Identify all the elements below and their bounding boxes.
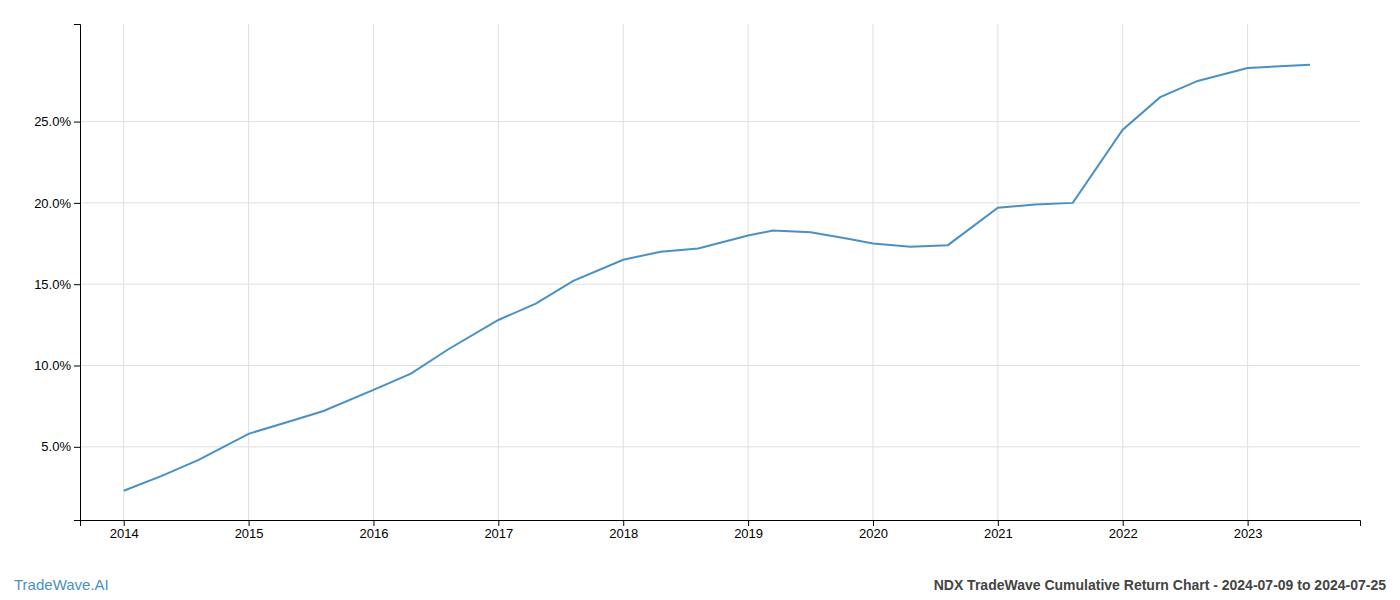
tick-mark: [74, 366, 80, 367]
x-axis: 2014 2015 2016 2017 2018 2019 2020 2021 2022 2023: [81, 520, 1361, 541]
tick-label: 20.0%: [34, 196, 71, 211]
grid-line-y: [80, 202, 1360, 203]
tick-mark: [124, 520, 125, 526]
annotation: TradeWave.AI: [14, 576, 109, 593]
grid-line-y: [80, 284, 1360, 285]
tick-label: 2015: [235, 526, 264, 541]
grid-line-x: [872, 24, 873, 520]
tick-label: 2022: [1109, 526, 1138, 541]
plot: 2014 2015 2016 2017 2018 2019 2020 2021 2022 2023…: [34, 24, 1360, 541]
tick-mark: [249, 520, 250, 526]
tick-mark: [998, 520, 999, 526]
tick: 2014: [110, 520, 139, 541]
tick-mark: [74, 122, 80, 123]
tick-label: 15.0%: [34, 277, 71, 292]
chart: 2014 2015 2016 2017 2018 2019 2020 2021 2022 2023…: [0, 0, 1400, 600]
tick-mark: [748, 520, 749, 526]
tick-label: 2023: [1234, 526, 1263, 541]
tick: 2023: [1234, 520, 1263, 541]
tick-label: 25.0%: [34, 114, 71, 129]
tick: 2020: [859, 520, 888, 541]
grid-line-x: [498, 24, 499, 520]
grid-line-x: [373, 24, 374, 520]
tick-label: 2016: [360, 526, 389, 541]
tick-mark: [74, 447, 80, 448]
grid-line-y: [80, 121, 1360, 122]
tick-label: 2017: [484, 526, 513, 541]
grid-line-x: [123, 24, 124, 520]
tick-label: 10.0%: [34, 358, 71, 373]
axis-line: [74, 25, 81, 521]
tick-label: 2021: [984, 526, 1013, 541]
tick: 10.0%: [34, 358, 80, 373]
tick-label: 2014: [110, 526, 139, 541]
tick: 5.0%: [41, 439, 80, 454]
tick: 20.0%: [34, 196, 80, 211]
tick: 2019: [734, 520, 763, 541]
tick-label: 2019: [734, 526, 763, 541]
grid-line-x: [748, 24, 749, 520]
tick-mark: [498, 520, 499, 526]
footer: TradeWave.AI NDX TradeWave Cumulative Ret…: [14, 576, 1386, 593]
tick-mark: [1248, 520, 1249, 526]
tick: 2016: [360, 520, 389, 541]
grid-line-x: [997, 24, 998, 520]
line: [124, 65, 1310, 491]
tick: 25.0%: [34, 114, 80, 129]
marks: [124, 65, 1310, 491]
grid: [80, 24, 1360, 520]
grid-line-x: [1247, 24, 1248, 520]
tick: 2017: [484, 520, 513, 541]
tick-mark: [1123, 520, 1124, 526]
tick-label: 2020: [859, 526, 888, 541]
tick: 2018: [609, 520, 638, 541]
grid-line-y: [80, 446, 1360, 447]
tick-mark: [74, 284, 80, 285]
tick-label: 5.0%: [41, 439, 71, 454]
tick-label: 2018: [609, 526, 638, 541]
grid-line-x: [623, 24, 624, 520]
tick-mark: [623, 520, 624, 526]
tick: 2022: [1109, 520, 1138, 541]
tick: 2015: [235, 520, 264, 541]
tick-mark: [373, 520, 374, 526]
tick-mark: [873, 520, 874, 526]
tick: 15.0%: [34, 277, 80, 292]
grid-line-x: [248, 24, 249, 520]
axis-line: [81, 521, 1361, 527]
tick: 2021: [984, 520, 1013, 541]
tick-mark: [74, 203, 80, 204]
y-axis: 5.0% 10.0% 15.0% 20.0% 25.0%: [34, 25, 80, 521]
grid-line-x: [1122, 24, 1123, 520]
annotation: NDX TradeWave Cumulative Return Chart - …: [934, 577, 1387, 593]
grid-line-y: [80, 365, 1360, 366]
